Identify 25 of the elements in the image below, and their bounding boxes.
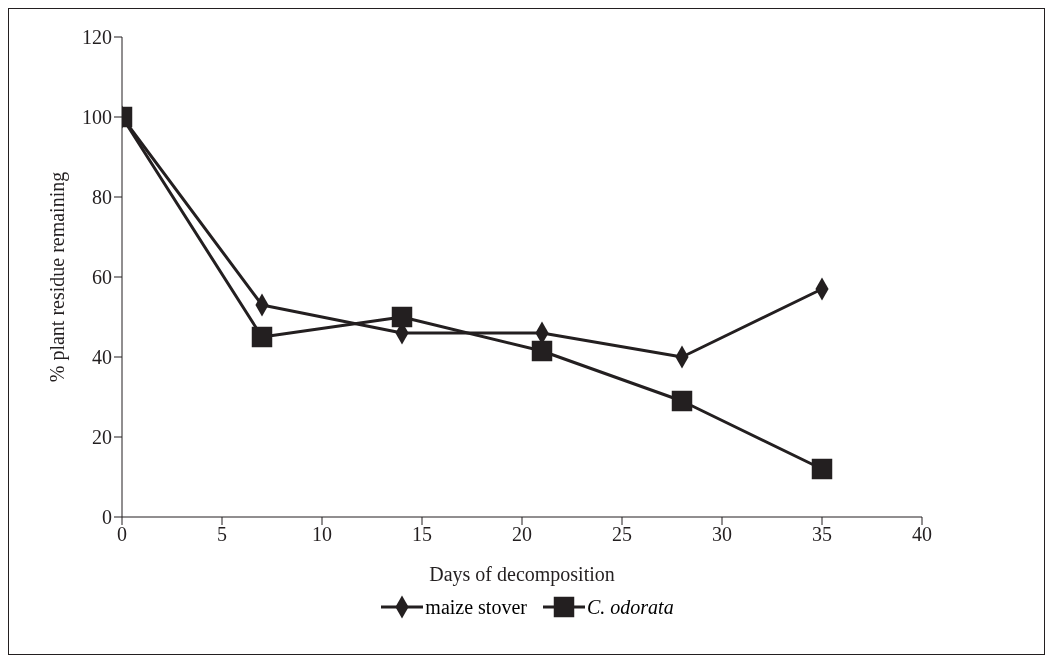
point	[251, 326, 273, 348]
legend-label: maize stover	[425, 595, 527, 619]
point	[811, 458, 833, 480]
legend-label: C. odorata	[586, 595, 674, 619]
y-tick-label: 60	[92, 266, 112, 289]
x-tick-label: 25	[612, 523, 632, 546]
x-tick-label: 10	[312, 523, 332, 546]
y-tick-label: 100	[82, 106, 112, 129]
point	[671, 390, 693, 412]
x-tick-label: 30	[712, 523, 732, 546]
x-tick-label: 15	[412, 523, 432, 546]
y-tick-label: 20	[92, 426, 112, 449]
y-axis-title: % plant residue remaining	[46, 171, 70, 383]
x-tick-label: 20	[512, 523, 532, 546]
y-tick-label: 120	[82, 26, 112, 49]
x-axis-title: Days of decomposition	[429, 563, 615, 586]
y-tick-label: 0	[102, 506, 112, 529]
x-tick-label: 0	[117, 523, 127, 546]
x-tick-label: 35	[812, 523, 832, 546]
point	[391, 306, 413, 328]
y-tick-label: 80	[92, 186, 112, 209]
x-tick-label: 40	[912, 523, 932, 546]
x-tick-label: 5	[217, 523, 227, 546]
y-tick-label: 40	[92, 346, 112, 369]
point	[531, 340, 553, 362]
